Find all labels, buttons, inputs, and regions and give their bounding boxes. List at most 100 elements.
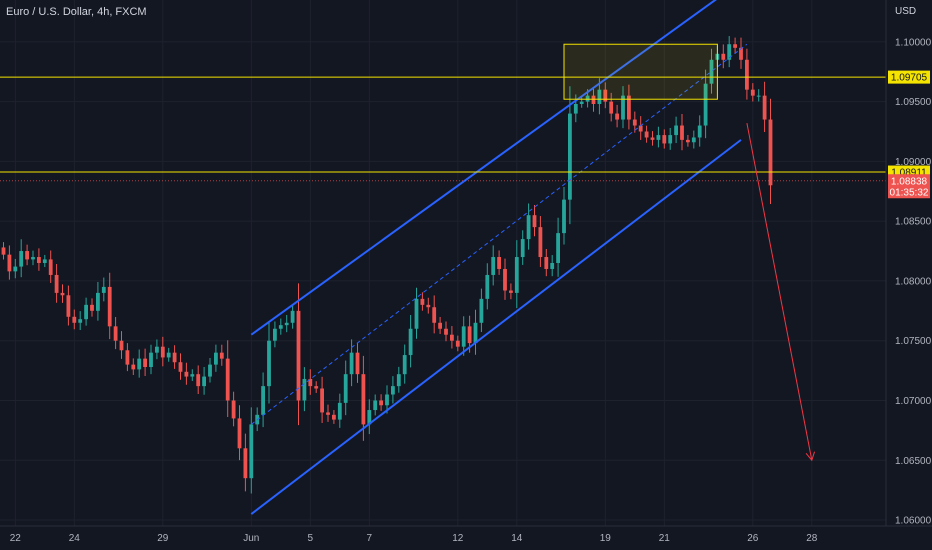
candle[interactable] bbox=[562, 199, 566, 234]
candle[interactable] bbox=[160, 346, 165, 358]
candle[interactable] bbox=[650, 137, 655, 140]
candle[interactable] bbox=[538, 227, 543, 258]
candle[interactable] bbox=[273, 328, 277, 341]
candle[interactable] bbox=[727, 44, 732, 60]
candle[interactable] bbox=[337, 402, 342, 420]
candle[interactable] bbox=[355, 352, 360, 375]
candle[interactable] bbox=[509, 290, 513, 293]
candle[interactable] bbox=[585, 95, 590, 102]
candle[interactable] bbox=[284, 322, 289, 326]
candle[interactable] bbox=[691, 137, 696, 143]
price-axis[interactable]: 1.06000 1.06500 1.07000 1.07500 1.08000 1.085… bbox=[895, 37, 932, 526]
candle[interactable] bbox=[579, 101, 584, 105]
candle[interactable] bbox=[278, 325, 283, 329]
candle[interactable] bbox=[438, 322, 442, 329]
candle[interactable] bbox=[432, 307, 437, 323]
candle[interactable] bbox=[320, 388, 324, 413]
candle[interactable] bbox=[166, 352, 171, 358]
candle[interactable] bbox=[414, 298, 419, 329]
candle[interactable] bbox=[231, 400, 236, 419]
candle[interactable] bbox=[31, 257, 35, 260]
candle[interactable] bbox=[391, 386, 395, 395]
candle[interactable] bbox=[627, 95, 631, 120]
candle[interactable] bbox=[237, 418, 242, 449]
candle[interactable] bbox=[739, 47, 743, 60]
candle[interactable] bbox=[190, 374, 195, 377]
candle[interactable] bbox=[349, 352, 354, 375]
candle[interactable] bbox=[609, 101, 614, 114]
candle[interactable] bbox=[25, 251, 29, 260]
candle[interactable] bbox=[172, 352, 177, 363]
candles[interactable] bbox=[1, 36, 773, 494]
candle[interactable] bbox=[219, 352, 224, 359]
candle[interactable] bbox=[674, 125, 678, 136]
candle[interactable] bbox=[261, 386, 265, 415]
drawings[interactable] bbox=[0, 0, 886, 515]
candle[interactable] bbox=[155, 346, 159, 353]
candle[interactable] bbox=[426, 304, 431, 308]
candle[interactable] bbox=[60, 292, 65, 296]
candle[interactable] bbox=[214, 352, 218, 365]
candle[interactable] bbox=[644, 131, 649, 138]
candle[interactable] bbox=[72, 316, 77, 323]
candle[interactable] bbox=[756, 95, 761, 97]
candle[interactable] bbox=[343, 374, 348, 403]
candle[interactable] bbox=[367, 410, 372, 425]
candle[interactable] bbox=[66, 295, 71, 317]
candle[interactable] bbox=[668, 135, 673, 144]
candle[interactable] bbox=[42, 259, 47, 263]
candle[interactable] bbox=[503, 268, 507, 291]
candle[interactable] bbox=[326, 412, 330, 415]
candle[interactable] bbox=[196, 374, 201, 387]
candle[interactable] bbox=[101, 286, 106, 293]
projection-arrow[interactable] bbox=[746, 123, 813, 461]
candle[interactable] bbox=[603, 89, 608, 102]
candle[interactable] bbox=[550, 263, 555, 269]
candle[interactable] bbox=[332, 414, 336, 420]
candle[interactable] bbox=[733, 44, 737, 48]
candle[interactable] bbox=[385, 394, 389, 406]
candle[interactable] bbox=[514, 257, 519, 293]
candle[interactable] bbox=[591, 95, 596, 105]
candle[interactable] bbox=[632, 119, 637, 126]
candle[interactable] bbox=[1, 247, 6, 255]
candle[interactable] bbox=[96, 292, 100, 311]
candle[interactable] bbox=[544, 257, 549, 269]
candle[interactable] bbox=[450, 334, 454, 341]
candle[interactable] bbox=[184, 371, 189, 377]
candle[interactable] bbox=[243, 448, 248, 479]
candle[interactable] bbox=[125, 350, 130, 365]
candle[interactable] bbox=[107, 286, 112, 327]
candle[interactable] bbox=[597, 89, 602, 105]
candle[interactable] bbox=[467, 326, 472, 344]
candle[interactable] bbox=[721, 53, 726, 60]
candle[interactable] bbox=[532, 215, 537, 228]
candle[interactable] bbox=[520, 239, 525, 258]
candle[interactable] bbox=[202, 376, 206, 387]
candle[interactable] bbox=[296, 310, 301, 401]
candle[interactable] bbox=[249, 424, 254, 479]
candle[interactable] bbox=[455, 340, 460, 347]
candle[interactable] bbox=[402, 355, 407, 375]
candle[interactable] bbox=[137, 358, 142, 370]
candle[interactable] bbox=[680, 125, 684, 140]
candle[interactable] bbox=[37, 257, 41, 263]
candle[interactable] bbox=[308, 378, 313, 387]
candle[interactable] bbox=[768, 119, 773, 186]
candle[interactable] bbox=[479, 298, 484, 323]
candle[interactable] bbox=[149, 352, 153, 368]
candle[interactable] bbox=[662, 135, 667, 144]
candle[interactable] bbox=[225, 358, 230, 401]
candle[interactable] bbox=[709, 59, 714, 84]
candle[interactable] bbox=[373, 400, 378, 411]
candle[interactable] bbox=[615, 113, 619, 120]
candle[interactable] bbox=[444, 328, 448, 335]
candle[interactable] bbox=[78, 319, 83, 323]
supply-zone-rectangle[interactable] bbox=[563, 43, 718, 100]
candle[interactable] bbox=[573, 104, 578, 114]
candle[interactable] bbox=[473, 322, 478, 344]
candle[interactable] bbox=[638, 125, 643, 132]
candle[interactable] bbox=[491, 257, 496, 275]
candle[interactable] bbox=[178, 362, 183, 372]
